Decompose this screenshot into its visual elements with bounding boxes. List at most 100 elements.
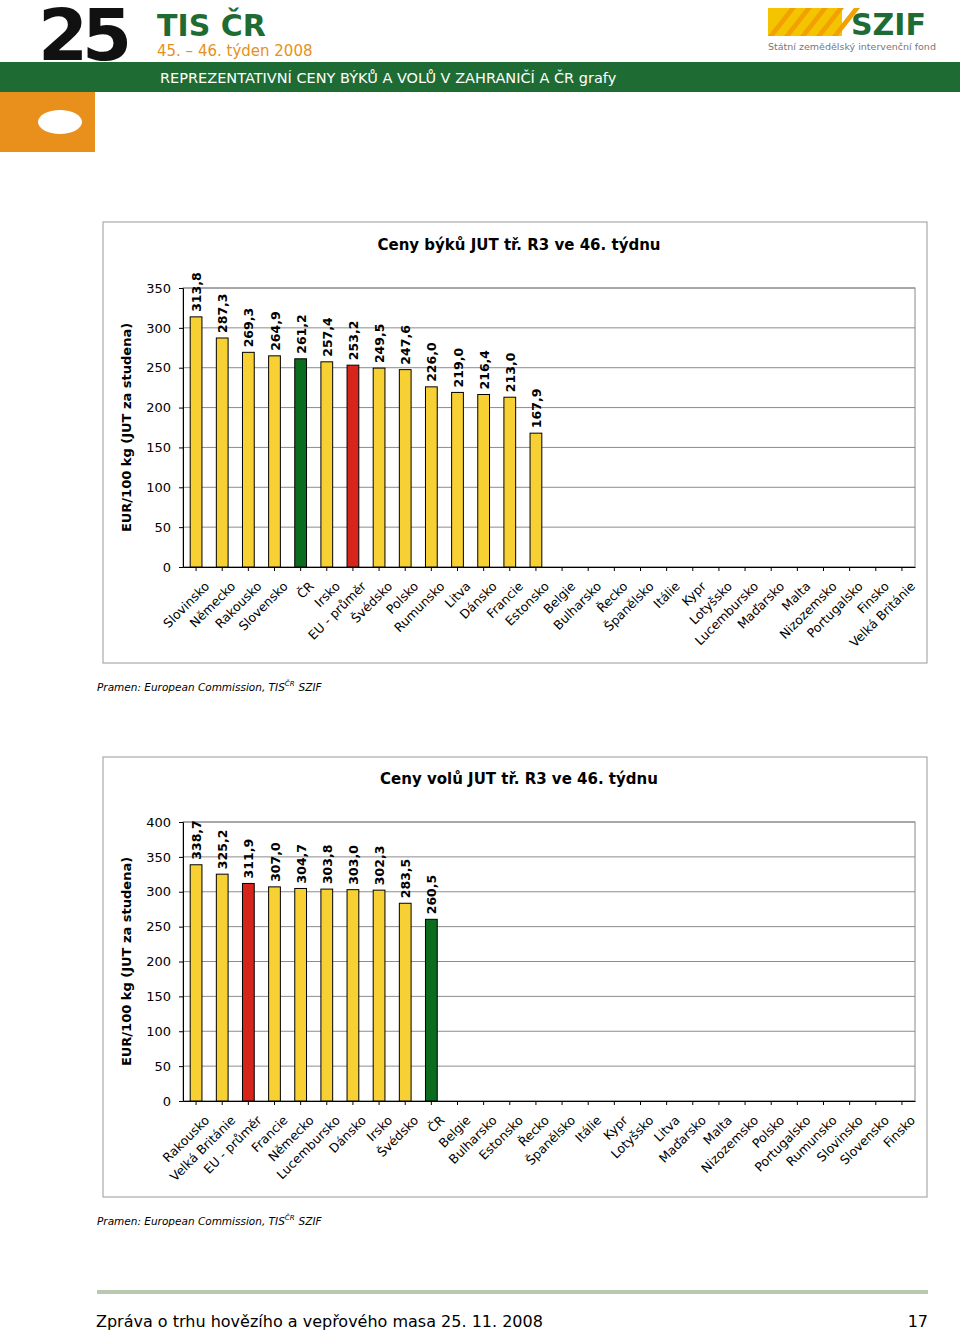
- x-tick: Lotyšsko: [608, 1101, 657, 1161]
- bar: [295, 359, 307, 567]
- x-tick-mark: [797, 567, 798, 571]
- grid-line: [183, 487, 915, 488]
- x-tick-mark: [379, 567, 380, 571]
- footer-text: Zpráva o trhu hovězího a vepřového masa …: [96, 1312, 543, 1331]
- y-tick-label: 50: [154, 1059, 171, 1074]
- y-tick-label: 200: [146, 954, 171, 969]
- x-tick: Švédsko: [374, 1101, 421, 1160]
- x-tick-mark: [457, 1101, 458, 1105]
- grid-line: [183, 367, 915, 368]
- data-label: 269,3: [241, 308, 256, 348]
- x-axis-line: [184, 1101, 916, 1102]
- logo-subtitle: Státní zemědělský intervenční fond: [768, 41, 936, 52]
- y-tick-label: 0: [163, 560, 171, 575]
- y-tick: 250: [146, 360, 183, 375]
- data-label: 261,2: [294, 314, 309, 354]
- x-tick-mark: [745, 567, 746, 571]
- x-tick-label: Velká Británie: [847, 578, 919, 650]
- data-label: 257,4: [320, 317, 335, 357]
- x-tick-label: Itálie: [572, 1112, 605, 1145]
- data-label: 247,6: [398, 325, 413, 365]
- x-tick-mark: [875, 567, 876, 571]
- x-tick-mark: [823, 1101, 824, 1105]
- y-tick-mark: [179, 487, 183, 488]
- x-tick-mark: [352, 567, 353, 571]
- y-tick: 400: [146, 815, 183, 830]
- x-tick-label: Švédsko: [374, 1113, 421, 1160]
- x-tick-mark: [352, 1101, 353, 1105]
- data-label: 303,0: [346, 845, 361, 885]
- x-tick-mark: [640, 1101, 641, 1105]
- bar: [242, 883, 254, 1101]
- bar: [190, 865, 202, 1101]
- y-tick-mark: [179, 328, 183, 329]
- x-tick-label: Slovensko: [235, 579, 290, 634]
- header-week: 45. – 46. týden 2008: [157, 42, 312, 60]
- x-tick-mark: [300, 1101, 301, 1105]
- y-tick-label: 350: [146, 281, 171, 296]
- x-tick-mark: [379, 1101, 380, 1105]
- y-tick-mark: [179, 1066, 183, 1067]
- x-tick-mark: [692, 1101, 693, 1105]
- x-tick-mark: [562, 567, 563, 571]
- data-label: 264,9: [268, 311, 283, 351]
- header-icon: [38, 110, 82, 134]
- grid: [183, 822, 915, 1101]
- x-tick: Španělsko: [523, 1101, 579, 1168]
- y-axis-line: [179, 823, 184, 1102]
- x-tick-mark: [562, 1101, 563, 1105]
- x-tick: Itálie: [572, 1101, 605, 1145]
- x-tick: Itálie: [650, 567, 683, 611]
- data-label: 338,7: [189, 820, 204, 860]
- grid-line: [183, 567, 915, 568]
- logo-text: SZIF: [851, 7, 926, 42]
- y-tick-label: 300: [146, 884, 171, 899]
- source-text: SZIF: [299, 1215, 323, 1227]
- y-tick: 50: [154, 520, 183, 535]
- data-label: 307,0: [268, 842, 283, 882]
- y-tick: 150: [146, 989, 183, 1004]
- x-tick: Dánsko: [326, 1101, 369, 1156]
- grid-line: [183, 1066, 915, 1067]
- x-tick: Bulharsko: [550, 567, 604, 633]
- x-tick-mark: [901, 567, 902, 571]
- source: Pramen: European Commission, TISČRSZIF: [97, 679, 323, 693]
- bar: [425, 387, 437, 567]
- bar: [347, 365, 359, 567]
- bar: [399, 903, 411, 1101]
- data-label: 226,0: [424, 342, 439, 382]
- x-tick: Velká Británie: [847, 567, 919, 650]
- x-tick-label: Rumunsko: [391, 579, 448, 636]
- x-tick-mark: [405, 567, 406, 571]
- chart-title: Ceny býků JUT tř. R3 ve 46. týdnu: [377, 236, 660, 254]
- y-axis-title: EUR/100 kg (JUT za studena): [119, 323, 134, 532]
- x-axis: RakouskoVelká BritánieEU - průměrFrancie…: [160, 1101, 918, 1184]
- y-tick: 50: [154, 1059, 183, 1074]
- bars: [190, 865, 437, 1101]
- y-tick-mark: [179, 567, 183, 568]
- y-tick: 0: [163, 560, 183, 575]
- y-tick-mark: [179, 822, 183, 823]
- y-tick-label: 350: [146, 850, 171, 865]
- plot-frame: [183, 288, 915, 567]
- y-tick-mark: [179, 892, 183, 893]
- page: 25TIS ČR45. – 46. týden 2008SZIFStátní z…: [0, 0, 960, 1331]
- x-tick-mark: [483, 567, 484, 571]
- y-tick-label: 250: [146, 360, 171, 375]
- bar: [373, 368, 385, 567]
- x-tick-mark: [614, 1101, 615, 1105]
- x-tick-mark: [457, 567, 458, 571]
- x-tick-mark: [248, 1101, 249, 1105]
- x-tick-mark: [535, 567, 536, 571]
- y-tick: 300: [146, 321, 183, 336]
- footer-page: 17: [908, 1312, 928, 1331]
- chart-frame: [103, 222, 927, 663]
- plot-frame: [183, 822, 915, 1101]
- header-banner: REPREZENTATIVNÍ CENY BÝKŮ A VOLŮ V ZAHRA…: [160, 69, 617, 86]
- y-tick-label: 400: [146, 815, 171, 830]
- x-tick-mark: [823, 567, 824, 571]
- x-tick: Slovensko: [235, 567, 290, 634]
- y-tick: 350: [146, 281, 183, 296]
- data-label: 304,7: [294, 844, 309, 884]
- x-tick-mark: [222, 567, 223, 571]
